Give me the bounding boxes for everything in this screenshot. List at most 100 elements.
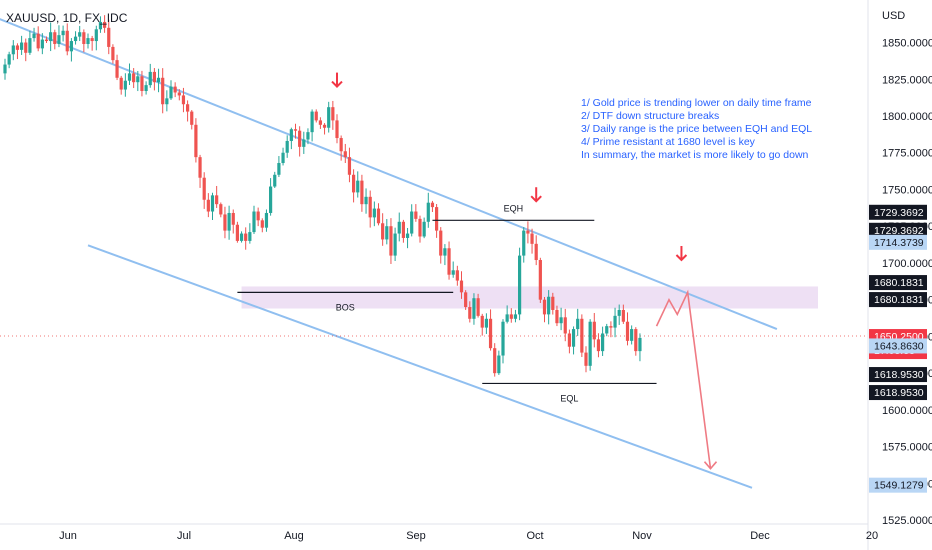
candle: [443, 244, 447, 266]
price-label-box: [869, 204, 927, 220]
candle: [347, 147, 352, 183]
candle: [127, 63, 132, 86]
candle-body: [513, 314, 518, 319]
candle-body: [435, 207, 439, 231]
candle: [318, 117, 322, 129]
candle: [11, 40, 15, 61]
candle: [94, 25, 98, 51]
y-tick-label: 1825.0000: [882, 74, 932, 86]
signal-arrow-head: [530, 195, 542, 203]
candle: [65, 23, 69, 56]
candle: [302, 131, 306, 154]
candle-body: [339, 138, 343, 152]
candle: [181, 87, 186, 113]
candle-body: [281, 152, 285, 164]
candle: [235, 221, 239, 243]
candle-body: [617, 309, 621, 316]
candle-body: [44, 39, 49, 42]
candle-body: [430, 202, 435, 208]
candle-body: [90, 38, 94, 42]
candle: [464, 290, 468, 310]
candle: [86, 33, 90, 49]
price-label: 1729.3692: [869, 222, 927, 238]
candle-body: [119, 77, 123, 90]
currency-label: USD: [882, 10, 905, 22]
candle-body: [264, 212, 269, 228]
candle: [447, 241, 451, 280]
candle-body: [493, 348, 497, 374]
candle: [281, 147, 285, 166]
candle-body: [177, 92, 181, 96]
candle: [239, 231, 244, 243]
candle-body: [57, 35, 61, 44]
level-label-eql: EQL: [560, 393, 578, 403]
candle-body: [343, 151, 347, 158]
candle-body: [397, 221, 401, 234]
candle: [227, 205, 231, 240]
candle-body: [459, 280, 464, 293]
candle-body: [534, 243, 538, 261]
candle-body: [468, 307, 472, 319]
price-axis[interactable]: USD 1850.0000 1825.0000 1800.0000 1775.0000…: [867, 0, 932, 550]
candle-body: [480, 315, 484, 328]
candle-body: [588, 321, 592, 366]
candle: [526, 221, 530, 244]
price-label: 1680.1831: [869, 275, 927, 291]
candle-body: [115, 60, 119, 78]
candle-body: [156, 77, 161, 83]
candle: [343, 143, 347, 164]
candle: [625, 312, 630, 346]
candle-body: [592, 321, 596, 340]
candle-body: [464, 292, 468, 308]
candle-body: [576, 318, 580, 330]
candle-body: [36, 33, 40, 49]
candle-body: [140, 76, 144, 92]
candle-body: [252, 211, 256, 233]
candle: [49, 22, 53, 52]
candle-body: [169, 86, 173, 99]
candle: [563, 308, 567, 342]
candle: [202, 172, 206, 209]
candle: [244, 227, 248, 250]
price-label: 1549.1279: [869, 477, 927, 493]
price-label-text: 1680.1831: [874, 294, 924, 306]
candle: [148, 63, 152, 88]
candle: [617, 304, 621, 325]
price-label-text: 1618.9530: [874, 369, 924, 381]
symbol-label[interactable]: XAUUSD, 1D, FX_IDC: [6, 11, 128, 25]
candle: [98, 16, 103, 33]
candle: [78, 25, 82, 42]
candle: [559, 307, 563, 331]
candle: [107, 19, 111, 55]
analysis-notes[interactable]: 1/ Gold price is trending lower on daily…: [581, 97, 812, 161]
candle: [90, 35, 94, 51]
level-layer: EQH BOS EQL: [237, 203, 657, 403]
candle: [459, 271, 464, 299]
candle-body: [372, 208, 376, 218]
candle: [530, 228, 534, 254]
candle-body: [364, 196, 368, 205]
candle-body: [20, 42, 24, 50]
candle: [630, 325, 634, 345]
candle-body: [538, 260, 542, 300]
candle-body: [352, 174, 356, 193]
time-axis[interactable]: Jun Jul Aug Sep Oct Nov Dec 20: [0, 523, 878, 542]
candle: [364, 188, 368, 214]
candle: [389, 218, 393, 264]
candle-body: [285, 140, 289, 153]
candle: [505, 305, 509, 324]
candle: [439, 227, 443, 264]
candle-layer: [3, 15, 642, 377]
candle-body: [235, 224, 239, 241]
candle: [501, 319, 505, 364]
candle: [152, 68, 156, 91]
candle: [356, 171, 360, 198]
candle-body: [368, 196, 372, 218]
candle-body: [127, 73, 132, 81]
candle: [547, 290, 551, 325]
price-label-box: [869, 275, 927, 291]
channel-upper-line: [0, 18, 778, 331]
candle: [173, 82, 177, 98]
